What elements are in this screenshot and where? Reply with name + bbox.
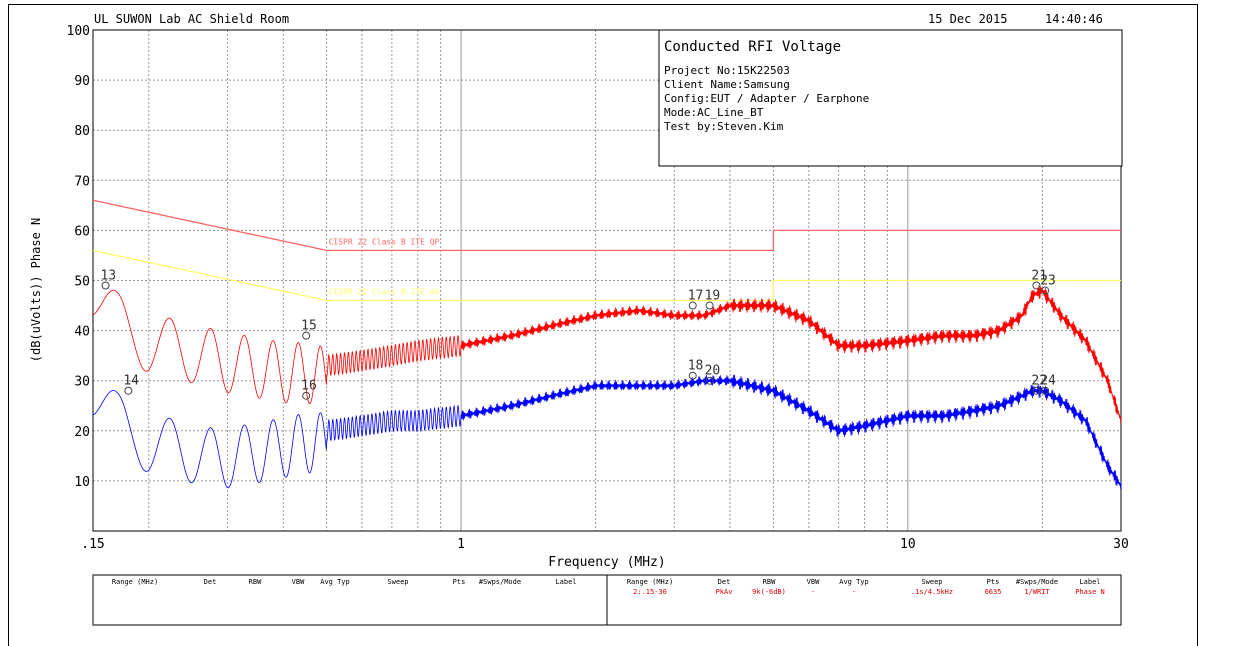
marker-point: [1041, 386, 1050, 395]
legend-header: Det: [718, 578, 731, 586]
limit-label: CISPR 22 Class B ITE AV: [329, 288, 440, 297]
legend-cell: 6635: [985, 588, 1002, 596]
info-project: Project No:15K22503: [664, 64, 790, 77]
marker-point: [302, 391, 311, 400]
legend-cell: 9k(-6dB): [752, 588, 786, 596]
legend-cell: .1s/4.5kHz: [911, 588, 953, 596]
y-axis-label: (dB(uVolts)) Phase N: [29, 218, 43, 363]
legend-header: Det: [204, 578, 217, 586]
info-client: Client Name:Samsung: [664, 78, 790, 91]
trace-line: [92, 374, 1122, 490]
marker-label: 14: [123, 374, 139, 389]
legend-header: Label: [555, 578, 576, 586]
info-tester: Test by:Steven.Kim: [664, 120, 784, 133]
x-axis-label: Frequency (MHz): [548, 555, 665, 570]
y-tick-label: 70: [74, 174, 90, 189]
frame-top-border: [8, 4, 1198, 5]
legend-header: Range (MHz): [627, 578, 673, 586]
limit-lines: CISPR 22 Class B ITE QP CISPR 22 Class B …: [92, 199, 1121, 302]
y-tick-label: 90: [74, 74, 90, 89]
limit-line: [92, 199, 1121, 252]
legend-cell: 1/WRIT: [1024, 588, 1050, 596]
y-tick-label: 50: [74, 275, 90, 290]
marker-point: [705, 376, 714, 385]
legend-header: VBW: [807, 578, 820, 586]
test-time: 14:40:46: [1045, 12, 1103, 26]
frame-right-border: [1197, 4, 1198, 646]
x-tick-label: .15: [81, 537, 104, 552]
info-box-title: Conducted RFI Voltage: [664, 39, 841, 55]
limit-label: CISPR 22 Class B ITE QP: [329, 237, 440, 246]
marker-point: [1032, 386, 1041, 395]
marker-label: 24: [1040, 374, 1056, 389]
legend-header: Label: [1079, 578, 1100, 586]
marker-point: [705, 301, 714, 310]
legend-header: Sweep: [921, 578, 942, 586]
legend-header: RBW: [763, 578, 776, 586]
legend-header: VBW: [292, 578, 305, 586]
marker-label: 18: [688, 359, 704, 374]
legend-header: Pts: [987, 578, 1000, 586]
legend-header: Range (MHz): [112, 578, 158, 586]
trace-line: [92, 285, 1122, 424]
legend-header: RBW: [249, 578, 262, 586]
x-tick-label: 10: [900, 537, 916, 552]
marker-point: [124, 386, 133, 395]
info-config: Config:EUT / Adapter / Earphone: [664, 92, 869, 105]
axes: 10 20 30 40 50 60 70 80 90 100 .15 1 10 30: [67, 24, 1129, 552]
x-tick-label: 30: [1113, 537, 1129, 552]
legend-header: #Swps/Mode: [1016, 578, 1058, 586]
info-box: Conducted RFI Voltage Project No:15K2250…: [658, 29, 1123, 167]
marker-label: 19: [705, 289, 721, 304]
marker-point: [302, 331, 311, 340]
y-tick-label: 100: [67, 24, 90, 39]
legend-cell: Phase N: [1075, 588, 1105, 596]
legend-header: Sweep: [387, 578, 408, 586]
legend-header: Pts: [453, 578, 466, 586]
test-date: 15 Dec 2015: [928, 12, 1007, 26]
marker-label: 13: [101, 269, 117, 284]
lab-name: UL SUWON Lab AC Shield Room: [94, 12, 289, 26]
y-tick-label: 30: [74, 375, 90, 390]
legend-cell: 2:.15-30: [633, 588, 667, 596]
y-tick-label: 20: [74, 425, 90, 440]
y-tick-label: 60: [74, 224, 90, 239]
marker-point: [101, 281, 110, 290]
frame-left-border: [8, 4, 9, 646]
x-tick-label: 1: [457, 537, 465, 552]
marker-label: 17: [688, 289, 704, 304]
legend-cell: PkAv: [716, 588, 733, 596]
legend-cell: -: [811, 588, 815, 596]
limit-line: [92, 249, 1121, 302]
marker-label: 22: [1031, 374, 1047, 389]
marker-label: 23: [1040, 274, 1056, 289]
legend-cell: -: [852, 588, 856, 596]
marker-label: 21: [1031, 269, 1047, 284]
y-tick-label: 40: [74, 325, 90, 340]
trace-layer: [92, 285, 1122, 490]
y-tick-label: 80: [74, 124, 90, 139]
marker-label: 15: [301, 319, 317, 334]
legend-header: Avg Typ: [320, 578, 350, 586]
marker-point: [688, 301, 697, 310]
marker-point: [1041, 286, 1050, 295]
legend-header: #Swps/Mode: [479, 578, 521, 586]
info-mode: Mode:AC_Line_BT: [664, 106, 764, 119]
marker-label: 20: [705, 364, 721, 379]
marker-point: [1032, 281, 1041, 290]
legend-table: Range (MHz) Det RBW VBW Avg Typ Sweep Pts #Swps…: [92, 574, 1122, 626]
legend-header: Avg Typ: [839, 578, 869, 586]
marker-point: [688, 371, 697, 380]
marker-label: 16: [301, 379, 317, 394]
y-tick-label: 10: [74, 475, 90, 490]
